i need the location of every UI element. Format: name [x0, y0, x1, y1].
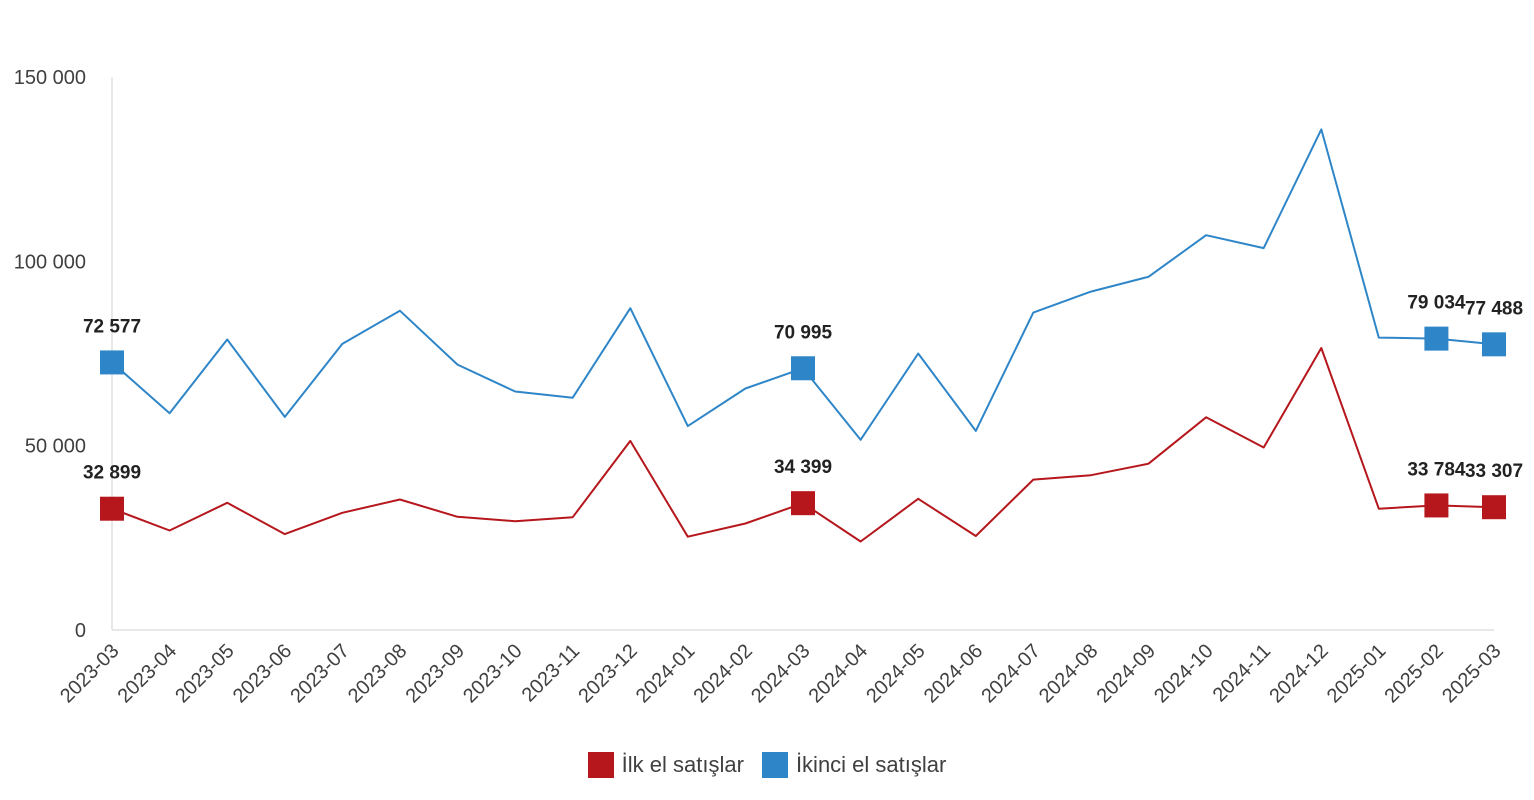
axes: [111, 77, 1494, 631]
legend-swatch-second-hand: [761, 752, 788, 778]
x-tick-label: 2023-05: [171, 640, 238, 707]
series-line-0: [111, 128, 1495, 441]
series-marker-0: [791, 356, 815, 381]
y-axis-ticks: 0 50 000 100 000 150 000: [14, 67, 86, 642]
x-tick-label: 2024-01: [632, 640, 699, 707]
legend-item-first-hand: İlk el satışlar: [587, 752, 744, 778]
y-tick-label: 0: [75, 620, 86, 642]
x-tick-label: 2023-03: [56, 640, 123, 707]
series-markers: [100, 326, 1506, 521]
x-tick-label: 2023-07: [286, 640, 353, 707]
x-tick-label: 2023-12: [574, 640, 641, 707]
y-tick-label: 50 000: [25, 436, 86, 458]
data-label: 33 784: [1407, 459, 1466, 480]
data-label: 34 399: [774, 457, 832, 478]
x-tick-label: 2025-03: [1438, 640, 1505, 707]
legend-item-second-hand: İkinci el satışlar: [761, 752, 947, 778]
series-marker-0: [100, 350, 124, 375]
x-tick-label: 2024-04: [805, 640, 872, 707]
x-tick-label: 2024-12: [1265, 640, 1332, 707]
x-tick-label: 2024-03: [747, 640, 814, 707]
data-labels: 72 577 70 995 79 034 77 488 32 899 34 399 33 7…: [83, 293, 1523, 484]
data-label: 32 899: [83, 463, 141, 484]
x-tick-label: 2023-10: [459, 640, 526, 707]
legend-label-second-hand: İkinci el satışlar: [795, 752, 947, 777]
x-tick-label: 2023-06: [229, 640, 296, 707]
legend-label-first-hand: İlk el satışlar: [621, 752, 744, 777]
x-tick-label: 2024-06: [920, 640, 987, 707]
x-tick-label: 2024-05: [862, 640, 929, 707]
x-tick-label: 2024-11: [1209, 640, 1275, 706]
x-tick-label: 2025-01: [1323, 640, 1390, 707]
series-marker-0: [1424, 326, 1449, 351]
x-tick-label: 2023-11: [518, 640, 584, 706]
y-tick-label: 150 000: [14, 67, 86, 89]
series-marker-1: [1424, 493, 1449, 518]
x-tick-label: 2025-02: [1380, 640, 1447, 707]
data-label: 33 307: [1465, 461, 1523, 482]
x-tick-label: 2024-10: [1150, 640, 1217, 707]
series-marker-1: [100, 496, 124, 521]
x-tick-label: 2023-04: [114, 640, 181, 707]
series-marker-1: [791, 491, 815, 516]
legend-swatch-first-hand: [587, 752, 614, 778]
data-label: 77 488: [1465, 298, 1523, 319]
x-axis-ticks: 2023-032023-042023-052023-062023-072023-…: [56, 640, 1505, 707]
data-label: 70 995: [774, 322, 833, 343]
legend: İlk el satışlar İkinci el satışlar: [0, 752, 1534, 778]
x-tick-label: 2024-09: [1093, 640, 1160, 707]
x-tick-label: 2024-08: [1035, 640, 1102, 707]
x-tick-label: 2024-02: [689, 640, 756, 707]
series-marker-1: [1482, 495, 1506, 520]
y-tick-label: 100 000: [14, 251, 86, 273]
x-tick-label: 2023-08: [344, 640, 411, 707]
x-tick-label: 2024-07: [977, 640, 1044, 707]
data-label: 79 034: [1407, 293, 1466, 314]
data-label: 72 577: [83, 316, 141, 337]
x-tick-label: 2023-09: [402, 640, 469, 707]
series-marker-0: [1482, 332, 1506, 357]
